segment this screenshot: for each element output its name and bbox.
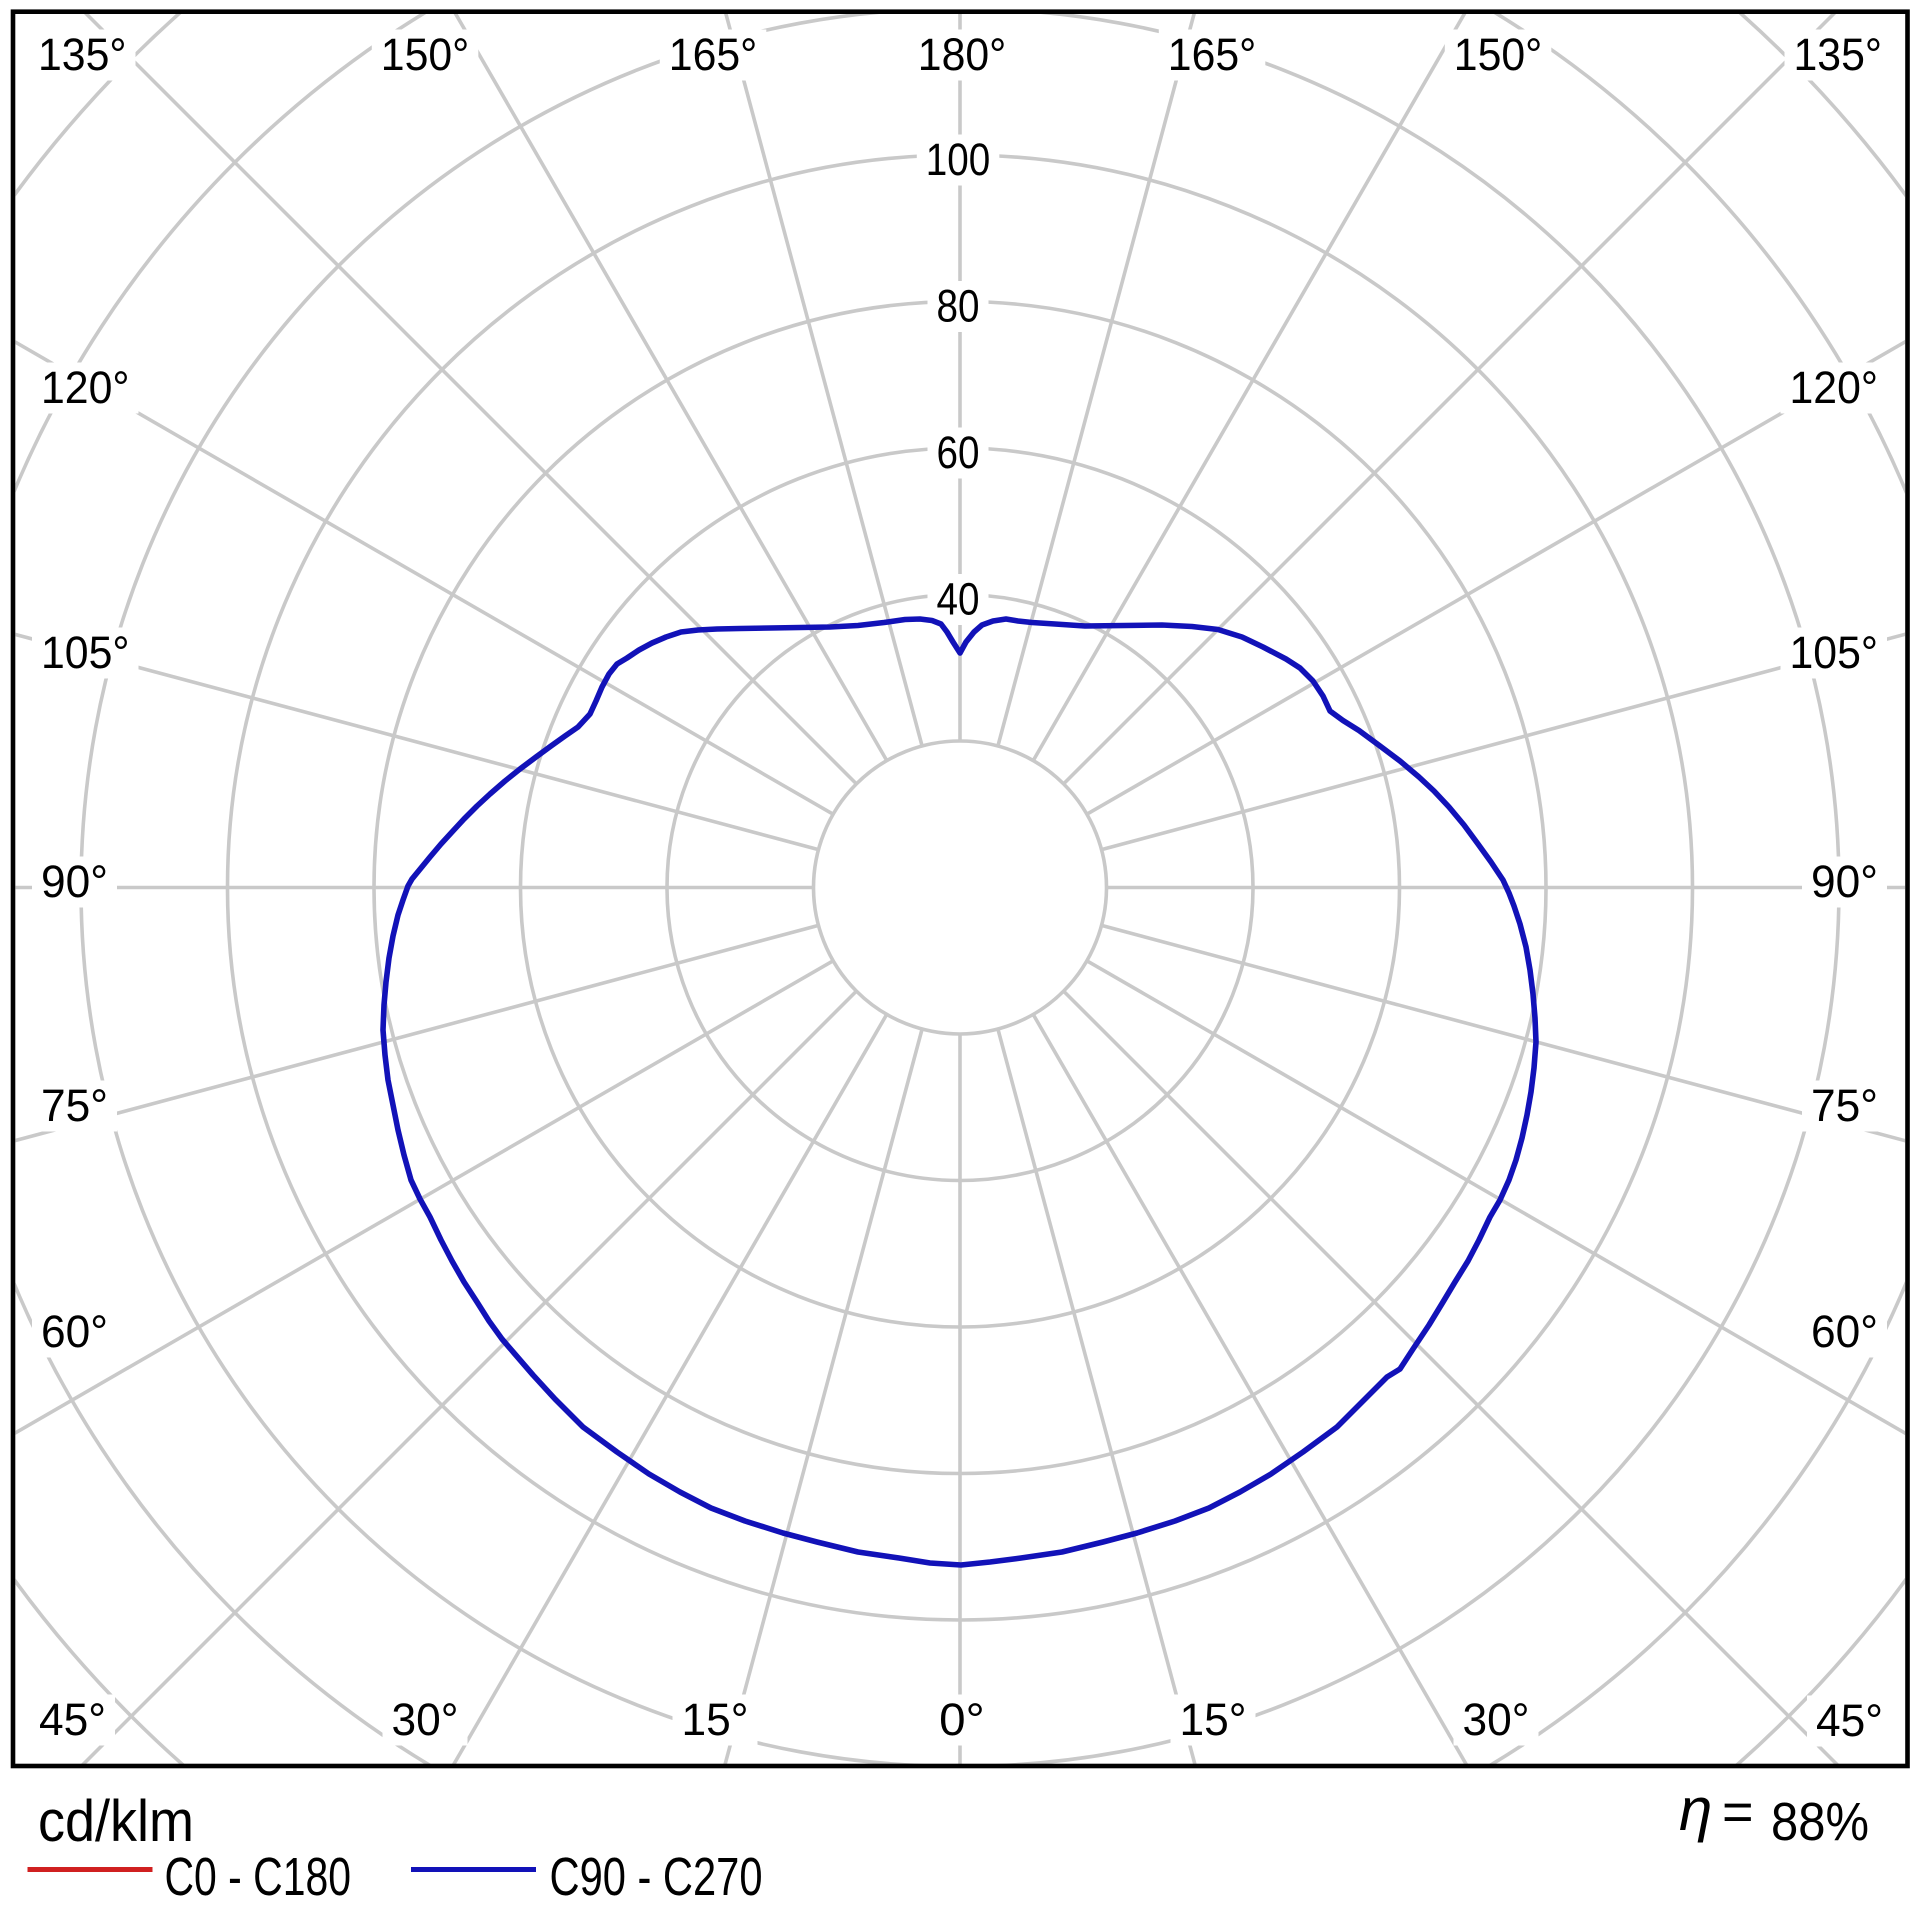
svg-text:=: = — [1722, 1782, 1754, 1842]
svg-text:75°: 75° — [41, 1080, 108, 1131]
svg-text:60°: 60° — [1811, 1306, 1878, 1357]
svg-text:88%: 88% — [1771, 1792, 1869, 1852]
svg-text:105°: 105° — [1790, 627, 1879, 678]
svg-text:135°: 135° — [1794, 29, 1883, 80]
svg-text:165°: 165° — [1168, 29, 1257, 80]
svg-text:C0 - C180: C0 - C180 — [165, 1847, 352, 1907]
svg-text:105°: 105° — [41, 627, 130, 678]
svg-text:80: 80 — [937, 281, 980, 332]
svg-text:90°: 90° — [41, 856, 108, 907]
svg-text:η: η — [1679, 1776, 1712, 1843]
svg-text:120°: 120° — [41, 362, 130, 413]
svg-text:40: 40 — [937, 574, 980, 625]
svg-text:60: 60 — [937, 427, 980, 478]
svg-text:100: 100 — [926, 134, 991, 185]
svg-text:45°: 45° — [1816, 1695, 1883, 1746]
svg-text:60°: 60° — [41, 1306, 108, 1357]
svg-text:75°: 75° — [1811, 1080, 1878, 1131]
svg-text:15°: 15° — [1180, 1694, 1247, 1745]
svg-text:15°: 15° — [682, 1694, 749, 1745]
svg-text:90°: 90° — [1811, 856, 1878, 907]
svg-text:180°: 180° — [918, 29, 1007, 80]
svg-text:0°: 0° — [939, 1694, 985, 1745]
svg-text:C90 - C270: C90 - C270 — [550, 1847, 763, 1907]
svg-text:45°: 45° — [39, 1694, 106, 1745]
svg-text:30°: 30° — [1463, 1694, 1530, 1745]
svg-text:165°: 165° — [669, 29, 758, 80]
svg-text:150°: 150° — [381, 29, 470, 80]
svg-text:30°: 30° — [392, 1694, 459, 1745]
svg-text:120°: 120° — [1790, 362, 1879, 413]
svg-text:150°: 150° — [1454, 29, 1543, 80]
svg-text:135°: 135° — [38, 29, 127, 80]
svg-text:cd/klm: cd/klm — [38, 1789, 194, 1854]
